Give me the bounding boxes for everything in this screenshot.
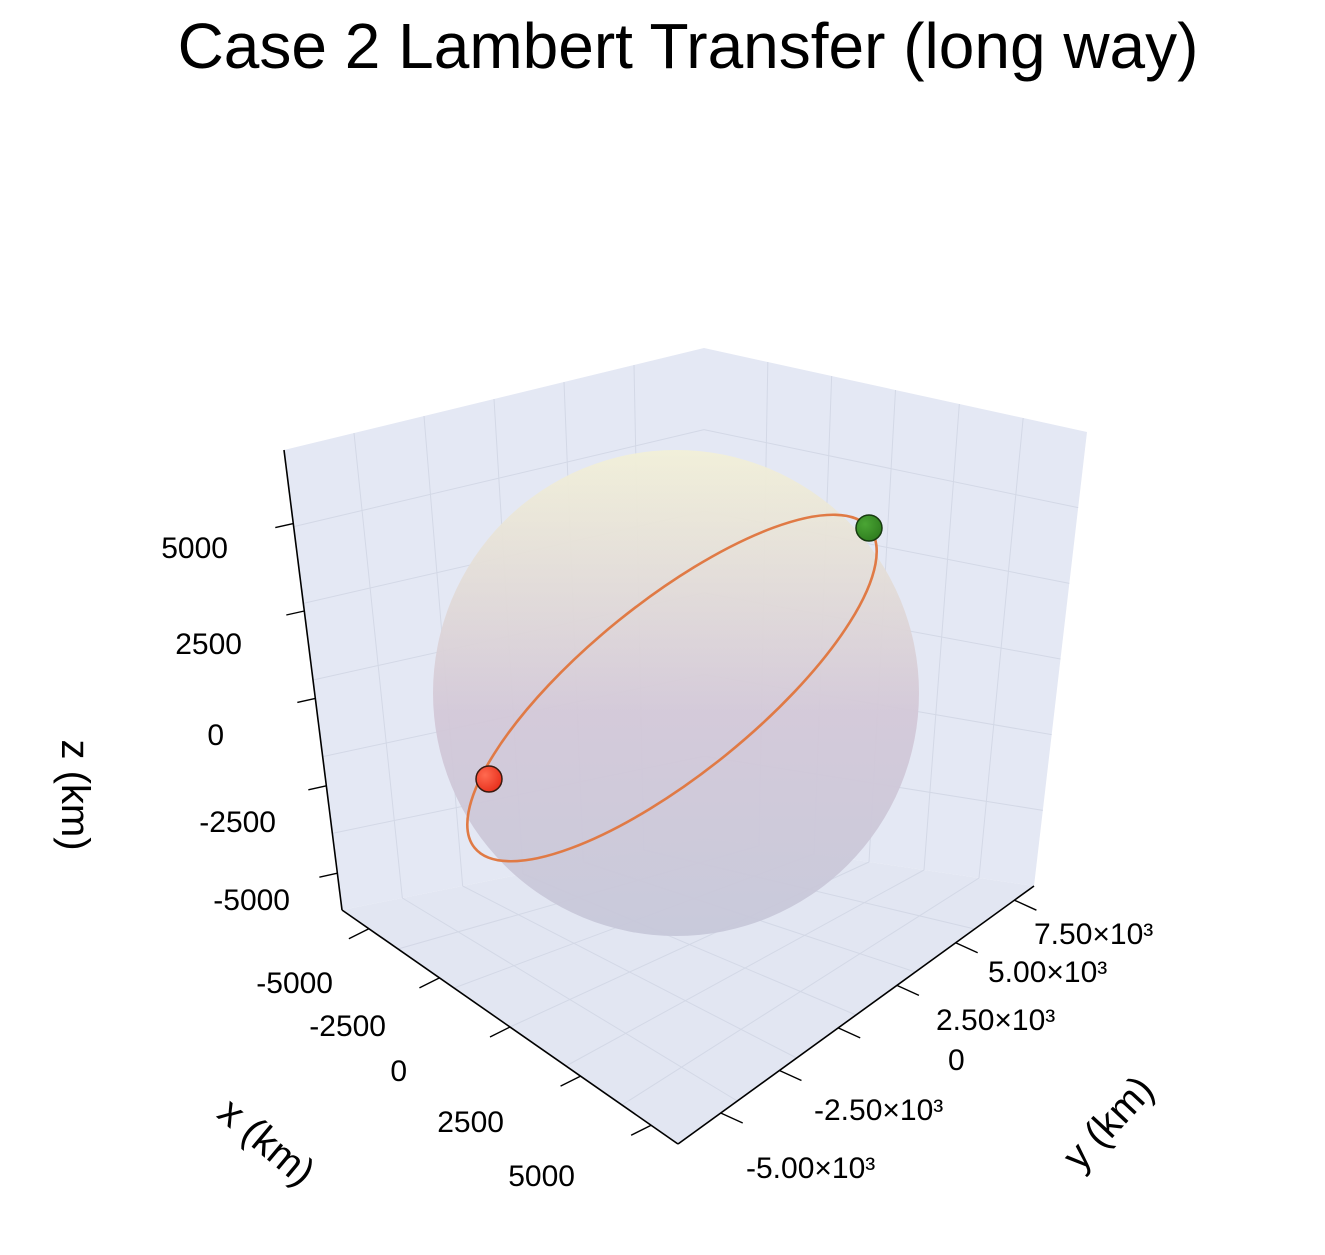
z-tick-mark xyxy=(319,872,338,878)
y-tick-mark xyxy=(779,1069,802,1082)
z-tick-mark xyxy=(275,522,294,529)
y-tick-label: 5.00×10³ xyxy=(988,956,1107,989)
z-tick-label: 0 xyxy=(207,719,224,752)
x-tick-mark xyxy=(348,928,370,940)
x-tick-label: -5000 xyxy=(256,967,333,1000)
departure-point xyxy=(475,765,503,793)
x-tick-mark xyxy=(560,1075,581,1087)
axis-ticks xyxy=(275,522,1037,1136)
x-tick-label: 5000 xyxy=(508,1160,575,1193)
y-axis-title: y (km) xyxy=(1055,1068,1163,1179)
y-tick-mark xyxy=(1014,899,1037,911)
central-body-sphere xyxy=(433,450,919,936)
grid-line xyxy=(621,877,980,1106)
y-tick-mark xyxy=(955,942,978,954)
x-tick-mark xyxy=(630,1124,652,1136)
z-tick-label: -2500 xyxy=(199,806,276,839)
y-tick-label: 0 xyxy=(948,1044,965,1077)
y-tick-label: 7.50×10³ xyxy=(1034,918,1153,951)
arrival-point xyxy=(855,514,883,542)
x-tick-label: 0 xyxy=(390,1055,407,1088)
z-tick-label: 2500 xyxy=(175,628,242,661)
z-tick-mark xyxy=(297,697,316,704)
x-tick-mark xyxy=(489,1026,511,1038)
y-tick-mark xyxy=(837,1027,861,1039)
z-tick-label: 5000 xyxy=(161,532,228,565)
floor-pane xyxy=(342,838,1034,1144)
x-tick-label: -2500 xyxy=(309,1010,386,1043)
y-tick-mark xyxy=(896,984,920,996)
z-tick-label: -5000 xyxy=(213,884,290,917)
z-tick-mark xyxy=(286,610,305,616)
z-axis-line xyxy=(283,449,343,911)
y-tick-label: -2.50×10³ xyxy=(814,1094,943,1127)
y-tick-label: -5.00×10³ xyxy=(746,1152,875,1185)
x-axis-title: x (km) xyxy=(210,1089,323,1194)
chart-title: Case 2 Lambert Transfer (long way) xyxy=(178,10,1199,82)
x-tick-mark xyxy=(419,977,440,989)
y-tick-label: 2.50×10³ xyxy=(936,1004,1055,1037)
y-axis-line xyxy=(677,885,1035,1145)
y-tick-mark xyxy=(720,1112,744,1124)
x-tick-label: 2500 xyxy=(437,1106,504,1139)
z-axis-title: z (km) xyxy=(53,739,97,850)
z-tick-mark xyxy=(308,785,327,791)
